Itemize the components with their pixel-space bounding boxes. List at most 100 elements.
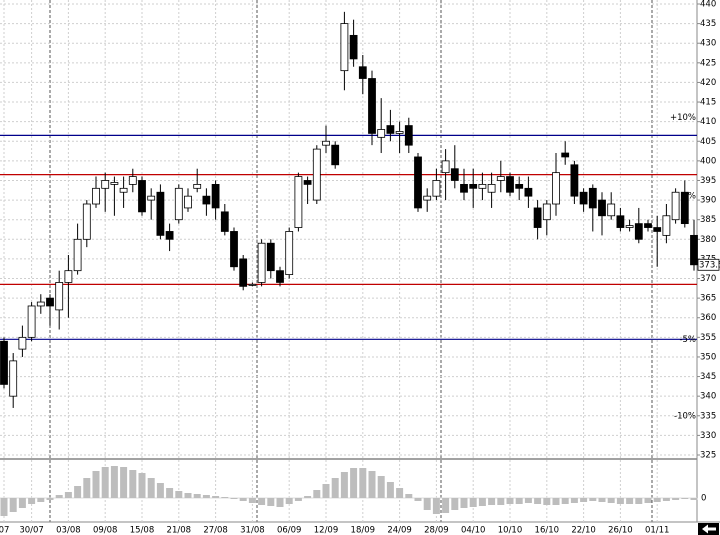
osc-bar — [74, 486, 82, 498]
osc-bar — [92, 471, 100, 498]
candle-body — [119, 187, 128, 193]
osc-bar — [552, 498, 560, 505]
candle-body — [644, 223, 652, 228]
osc-bar — [377, 476, 385, 498]
candle-body — [128, 176, 137, 185]
candle-body — [377, 129, 386, 138]
osc-bar — [488, 498, 496, 505]
osc-bar — [672, 498, 680, 500]
candle-body — [653, 227, 662, 232]
scroll-arrow[interactable] — [702, 524, 716, 534]
osc-bar — [0, 498, 8, 516]
osc-bar — [37, 498, 45, 502]
osc-bar — [432, 498, 440, 514]
osc-bar — [368, 471, 376, 498]
y-tick-label: 440 — [700, 0, 716, 10]
x-tick-label: 15/08 — [130, 526, 155, 535]
x-tick-label: 01/11 — [645, 526, 670, 535]
osc-bar — [469, 498, 477, 507]
osc-bar — [423, 498, 431, 510]
x-tick-label: 04/10 — [461, 526, 486, 535]
candle-body — [542, 203, 551, 221]
candle-body — [441, 160, 450, 174]
candle-body — [395, 131, 404, 134]
candle-body — [239, 258, 248, 287]
osc-bar — [506, 498, 514, 504]
osc-bar — [18, 498, 26, 508]
y-tick-label: 345 — [700, 372, 716, 382]
candle-body — [165, 231, 174, 240]
osc-bar — [258, 498, 266, 505]
osc-bar — [405, 494, 413, 498]
x-tick-label: 09/08 — [93, 526, 118, 535]
y-tick-label: 425 — [700, 58, 716, 68]
y-tick-label: 390 — [700, 196, 716, 206]
osc-bar — [28, 498, 36, 504]
y-tick-label: 405 — [700, 137, 716, 147]
y-tick-label: 325 — [700, 451, 716, 461]
x-tick-label: 10/10 — [498, 526, 523, 535]
y-tick-label: 385 — [700, 215, 716, 225]
x-tick-label: 03/08 — [56, 526, 81, 535]
osc-bar — [644, 498, 652, 503]
candle-body — [478, 183, 487, 189]
candle-body — [110, 182, 119, 185]
candle-body — [138, 180, 146, 213]
candle-body — [220, 211, 229, 232]
candle-body — [524, 187, 533, 197]
osc-bar — [478, 498, 486, 506]
candle-body — [680, 191, 689, 225]
osc-bar — [396, 488, 404, 498]
x-tick-label: 24/09 — [387, 526, 412, 535]
y-tick-label: 410 — [700, 117, 716, 127]
osc-bar — [55, 495, 63, 498]
candle-body — [561, 152, 570, 158]
osc-bar — [340, 472, 348, 498]
osc-bar — [101, 467, 109, 498]
osc-bar — [64, 492, 72, 498]
candle-body — [404, 125, 413, 146]
x-tick-label: 26/10 — [608, 526, 633, 535]
candle-body — [423, 195, 432, 201]
osc-bar — [156, 483, 164, 498]
osc-bar — [212, 496, 220, 498]
y-tick-label: 435 — [700, 19, 716, 29]
osc-bar — [221, 497, 229, 498]
candle-body — [156, 191, 165, 236]
x-tick-label: 07 — [0, 526, 9, 535]
osc-bar — [120, 467, 128, 498]
osc-bar — [561, 498, 569, 504]
osc-bar — [110, 466, 118, 498]
osc-bar — [230, 498, 238, 499]
osc-bar — [331, 478, 339, 498]
candle-body — [450, 168, 459, 181]
candle-body — [184, 195, 192, 209]
x-tick-label: 28/09 — [424, 526, 449, 535]
x-tick-label: 12/09 — [314, 526, 339, 535]
scroll-button[interactable] — [698, 523, 719, 535]
osc-bar — [570, 498, 578, 503]
candle-body — [322, 140, 330, 146]
candle-body — [202, 195, 211, 205]
level-label: 5% — [683, 192, 697, 202]
candle-body — [193, 183, 202, 189]
candle-body — [174, 187, 183, 221]
x-tick-label: 21/08 — [167, 526, 192, 535]
osc-tick-label: 0 — [701, 494, 706, 504]
candle-body — [340, 23, 349, 72]
candle-body — [515, 183, 524, 189]
candle-body — [506, 176, 514, 193]
candle-body — [616, 215, 625, 228]
candle-body — [625, 225, 634, 228]
candle-body — [460, 183, 468, 193]
candle-body — [552, 172, 560, 205]
osc-bar — [414, 498, 422, 501]
candle-body — [82, 203, 91, 240]
osc-bar — [46, 498, 54, 500]
x-tick-label: 27/08 — [203, 526, 228, 535]
candle-body — [598, 199, 606, 217]
osc-bar — [534, 498, 542, 504]
x-tick-label: 16/10 — [535, 526, 560, 535]
osc-bar — [322, 484, 330, 498]
